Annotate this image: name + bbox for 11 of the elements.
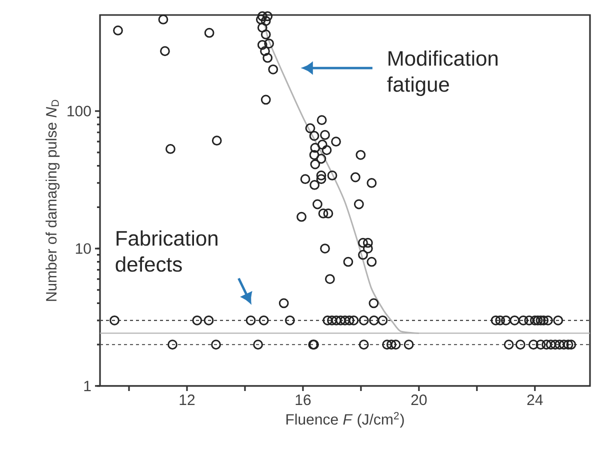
y-tick-label: 1 (84, 380, 91, 392)
y-axis-title: Number of damaging pulse N$_{D}$ (46, 100, 60, 301)
annotation: Modification fatigue (387, 50, 498, 96)
annotation: Fabrication defects (116, 230, 218, 272)
y-tick-label: 10 (76, 243, 91, 254)
x-tick-label: 24 (527, 394, 543, 405)
x-tick-label: 16 (296, 394, 311, 406)
y-tick-label: 100 (68, 106, 91, 116)
x-tick-label: 20 (411, 394, 427, 406)
x-axis-title: Fluence F (J/cm$^{2}$) (286, 412, 404, 428)
x-tick-label: 12 (180, 394, 195, 405)
